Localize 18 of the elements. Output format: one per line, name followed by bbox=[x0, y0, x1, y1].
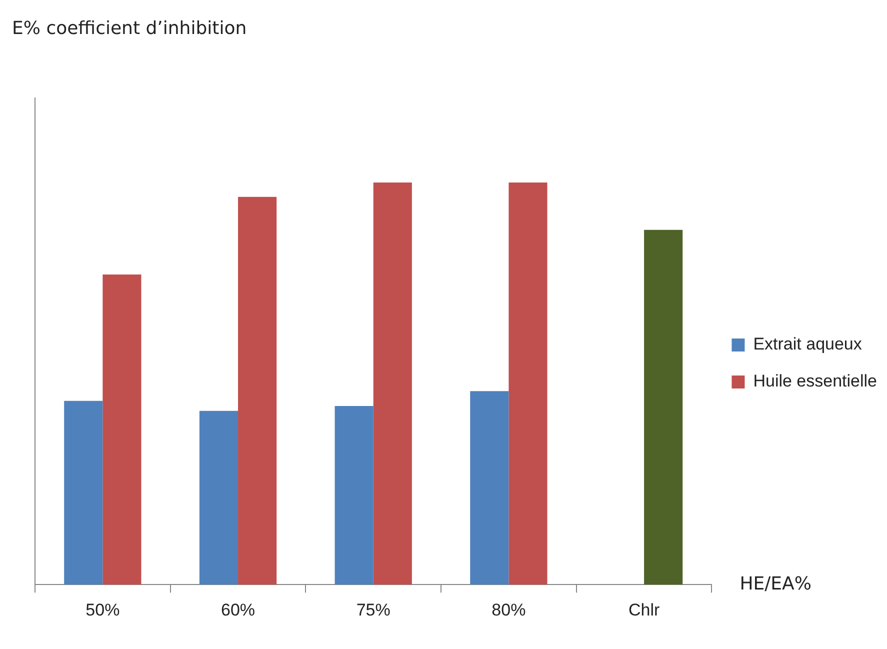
x-tick-label: 60% bbox=[221, 600, 256, 620]
text: E% coefficient d’inhibition bbox=[12, 18, 247, 39]
bar bbox=[238, 196, 277, 585]
bar bbox=[470, 391, 509, 585]
x-axis-title: HE/EA% bbox=[740, 573, 812, 594]
x-tick-label: 75% bbox=[356, 600, 390, 620]
bar bbox=[373, 182, 412, 585]
legend-label: Extrait aqueux bbox=[753, 334, 862, 354]
x-tick-label: 50% bbox=[86, 600, 120, 620]
x-tick-label: 80% bbox=[492, 600, 526, 620]
bar bbox=[334, 406, 374, 585]
bar bbox=[644, 230, 683, 585]
bar bbox=[64, 400, 103, 585]
bar bbox=[508, 182, 548, 585]
bar bbox=[199, 410, 238, 585]
x-tick-label: Chlr bbox=[628, 600, 660, 620]
bar bbox=[102, 274, 142, 585]
legend-label: Huile essentielle bbox=[753, 372, 878, 391]
